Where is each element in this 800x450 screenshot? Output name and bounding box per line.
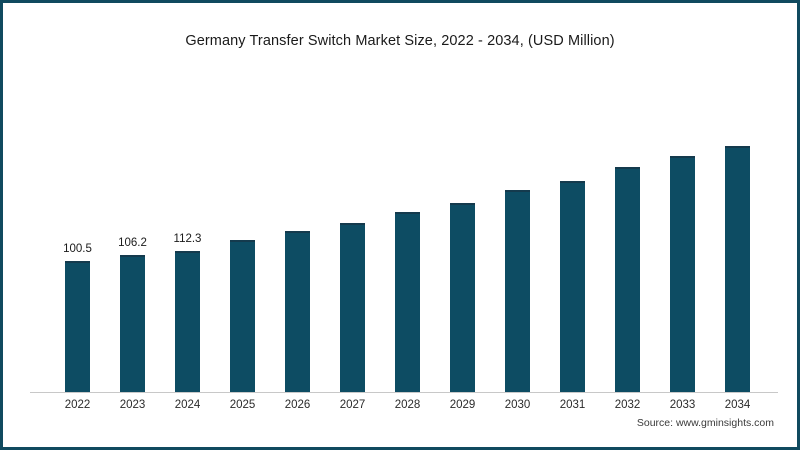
- bar-value-label: 106.2: [118, 237, 147, 249]
- bar-column: 106.2: [105, 63, 160, 393]
- bar-column: [215, 63, 270, 393]
- x-axis-tick-label: 2025: [229, 399, 256, 411]
- bar-column: [710, 63, 765, 393]
- x-axis-tick-label: 2026: [284, 399, 311, 411]
- bar-column: 112.3: [160, 63, 215, 393]
- bar[interactable]: [615, 167, 640, 393]
- x-axis-tick-label: 2034: [724, 399, 751, 411]
- bar-value-label: 100.5: [63, 243, 92, 255]
- x-axis-line: [30, 392, 778, 393]
- x-axis-tick-label: 2024: [174, 399, 201, 411]
- bar[interactable]: [175, 251, 200, 393]
- bar-column: [490, 63, 545, 393]
- chart-canvas: Germany Transfer Switch Market Size, 202…: [3, 3, 797, 447]
- x-axis-tick-label: 2028: [394, 399, 421, 411]
- bar[interactable]: [340, 223, 365, 393]
- bar[interactable]: [120, 255, 145, 393]
- bar-column: 100.5: [50, 63, 105, 393]
- bar-value-label: 112.3: [173, 233, 202, 245]
- x-axis-tick-label: 2031: [559, 399, 586, 411]
- bar[interactable]: [670, 156, 695, 393]
- bar[interactable]: [450, 203, 475, 393]
- x-axis-tick-label: 2033: [669, 399, 696, 411]
- bar-column: [270, 63, 325, 393]
- bar-column: [380, 63, 435, 393]
- bar[interactable]: [395, 212, 420, 393]
- x-axis-tick-label: 2023: [119, 399, 146, 411]
- bar-column: [545, 63, 600, 393]
- bar-column: [655, 63, 710, 393]
- chart-title: Germany Transfer Switch Market Size, 202…: [185, 33, 615, 49]
- plot-area: 100.5 106.2 112.3: [30, 63, 776, 393]
- bar-column: [435, 63, 490, 393]
- x-axis-tick-label: 2022: [64, 399, 91, 411]
- bar[interactable]: [560, 181, 585, 393]
- x-axis-tick-label: 2029: [449, 399, 476, 411]
- bar-column: [325, 63, 380, 393]
- bar-column: [600, 63, 655, 393]
- bar[interactable]: [285, 231, 310, 393]
- bar[interactable]: [230, 240, 255, 393]
- bar[interactable]: [725, 146, 750, 393]
- x-axis-tick-label: 2030: [504, 399, 531, 411]
- x-axis-tick-label: 2027: [339, 399, 366, 411]
- x-axis-tick-label: 2032: [614, 399, 641, 411]
- bar[interactable]: [65, 261, 90, 393]
- source-attribution: Source: www.gminsights.com: [636, 417, 774, 429]
- bar[interactable]: [505, 190, 530, 393]
